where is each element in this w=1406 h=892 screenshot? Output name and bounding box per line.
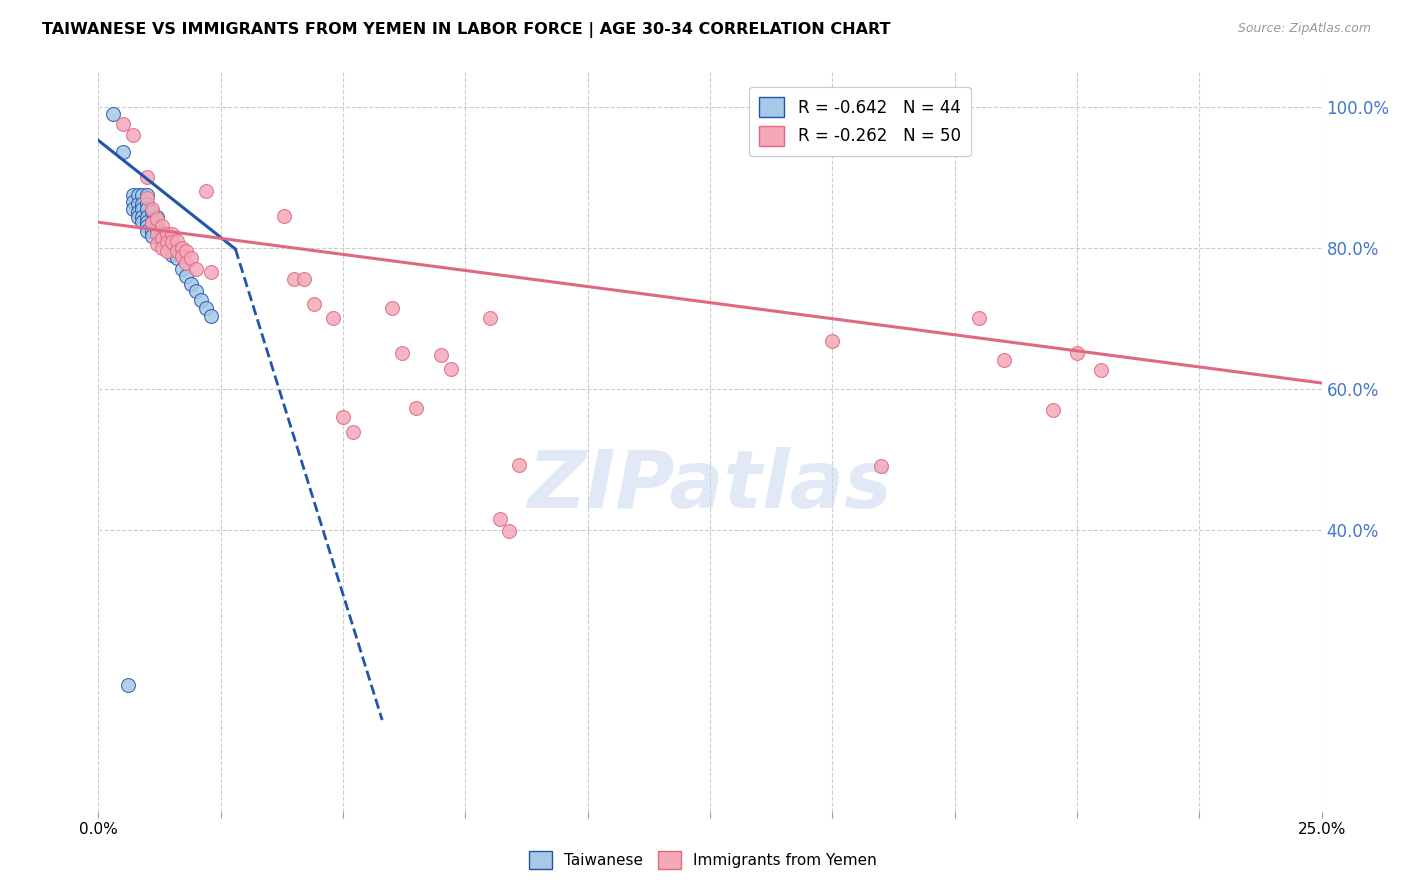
Point bbox=[160, 241, 183, 255]
Point bbox=[131, 202, 153, 216]
Point bbox=[1090, 362, 1112, 376]
Point bbox=[195, 301, 218, 315]
Point bbox=[150, 219, 173, 234]
Point bbox=[141, 224, 163, 238]
Point bbox=[146, 219, 169, 234]
Point bbox=[186, 261, 208, 276]
Point bbox=[150, 232, 173, 246]
Point bbox=[200, 309, 222, 323]
Point bbox=[156, 244, 179, 259]
Point bbox=[111, 145, 134, 160]
Point bbox=[488, 512, 510, 526]
Point bbox=[141, 229, 163, 244]
Legend: R = -0.642   N = 44, R = -0.262   N = 50: R = -0.642 N = 44, R = -0.262 N = 50 bbox=[749, 87, 970, 156]
Point bbox=[430, 348, 453, 362]
Point bbox=[127, 211, 149, 225]
Point bbox=[508, 458, 530, 472]
Point bbox=[156, 227, 179, 241]
Text: ZIPatlas: ZIPatlas bbox=[527, 447, 893, 525]
Point bbox=[136, 202, 159, 216]
Point bbox=[150, 232, 173, 246]
Point bbox=[141, 205, 163, 219]
Point bbox=[273, 209, 295, 223]
Point bbox=[195, 184, 218, 198]
Point bbox=[200, 265, 222, 279]
Point bbox=[121, 187, 143, 202]
Point bbox=[146, 237, 169, 252]
Point bbox=[141, 202, 163, 216]
Point bbox=[136, 170, 159, 185]
Point bbox=[302, 297, 325, 311]
Point bbox=[136, 197, 159, 211]
Point bbox=[121, 194, 143, 209]
Point bbox=[131, 187, 153, 202]
Point bbox=[342, 425, 364, 440]
Point bbox=[180, 251, 202, 265]
Point bbox=[186, 285, 208, 299]
Point bbox=[283, 272, 305, 286]
Point bbox=[821, 334, 844, 348]
Point bbox=[146, 227, 169, 241]
Point bbox=[136, 187, 159, 202]
Point bbox=[127, 197, 149, 211]
Point bbox=[117, 678, 139, 692]
Point bbox=[1042, 402, 1064, 417]
Point bbox=[381, 301, 404, 315]
Text: Source: ZipAtlas.com: Source: ZipAtlas.com bbox=[1237, 22, 1371, 36]
Point bbox=[156, 235, 179, 249]
Point bbox=[150, 227, 173, 241]
Point bbox=[322, 311, 344, 326]
Point bbox=[405, 401, 427, 416]
Point bbox=[160, 235, 183, 249]
Point bbox=[146, 212, 169, 227]
Point bbox=[160, 248, 183, 262]
Point bbox=[146, 224, 169, 238]
Point bbox=[190, 293, 212, 307]
Point bbox=[176, 256, 198, 270]
Point bbox=[391, 346, 413, 360]
Point bbox=[141, 214, 163, 228]
Point bbox=[127, 187, 149, 202]
Point bbox=[136, 191, 159, 205]
Point bbox=[166, 244, 188, 259]
Point bbox=[170, 241, 193, 255]
Point bbox=[166, 251, 188, 265]
Point bbox=[176, 268, 198, 283]
Point bbox=[127, 205, 149, 219]
Text: TAIWANESE VS IMMIGRANTS FROM YEMEN IN LABOR FORCE | AGE 30-34 CORRELATION CHART: TAIWANESE VS IMMIGRANTS FROM YEMEN IN LA… bbox=[42, 22, 890, 38]
Point bbox=[141, 216, 163, 230]
Point bbox=[150, 241, 173, 255]
Point bbox=[136, 214, 159, 228]
Point bbox=[870, 459, 893, 474]
Point bbox=[131, 214, 153, 228]
Point bbox=[993, 353, 1015, 368]
Point bbox=[170, 249, 193, 263]
Point bbox=[131, 197, 153, 211]
Point bbox=[166, 234, 188, 248]
Point bbox=[101, 106, 124, 120]
Legend: Taiwanese, Immigrants from Yemen: Taiwanese, Immigrants from Yemen bbox=[523, 845, 883, 875]
Point bbox=[136, 224, 159, 238]
Point bbox=[176, 244, 198, 259]
Point bbox=[1066, 346, 1088, 360]
Point bbox=[136, 211, 159, 225]
Point bbox=[170, 261, 193, 276]
Point bbox=[121, 202, 143, 216]
Point bbox=[111, 117, 134, 131]
Point bbox=[180, 277, 202, 292]
Point bbox=[160, 227, 183, 241]
Point bbox=[131, 211, 153, 225]
Point bbox=[440, 362, 463, 376]
Point bbox=[136, 219, 159, 234]
Point bbox=[498, 524, 520, 538]
Point bbox=[332, 409, 354, 424]
Point bbox=[156, 234, 179, 248]
Point bbox=[967, 311, 990, 326]
Point bbox=[146, 211, 169, 225]
Point bbox=[121, 128, 143, 142]
Point bbox=[292, 271, 315, 285]
Point bbox=[478, 311, 501, 326]
